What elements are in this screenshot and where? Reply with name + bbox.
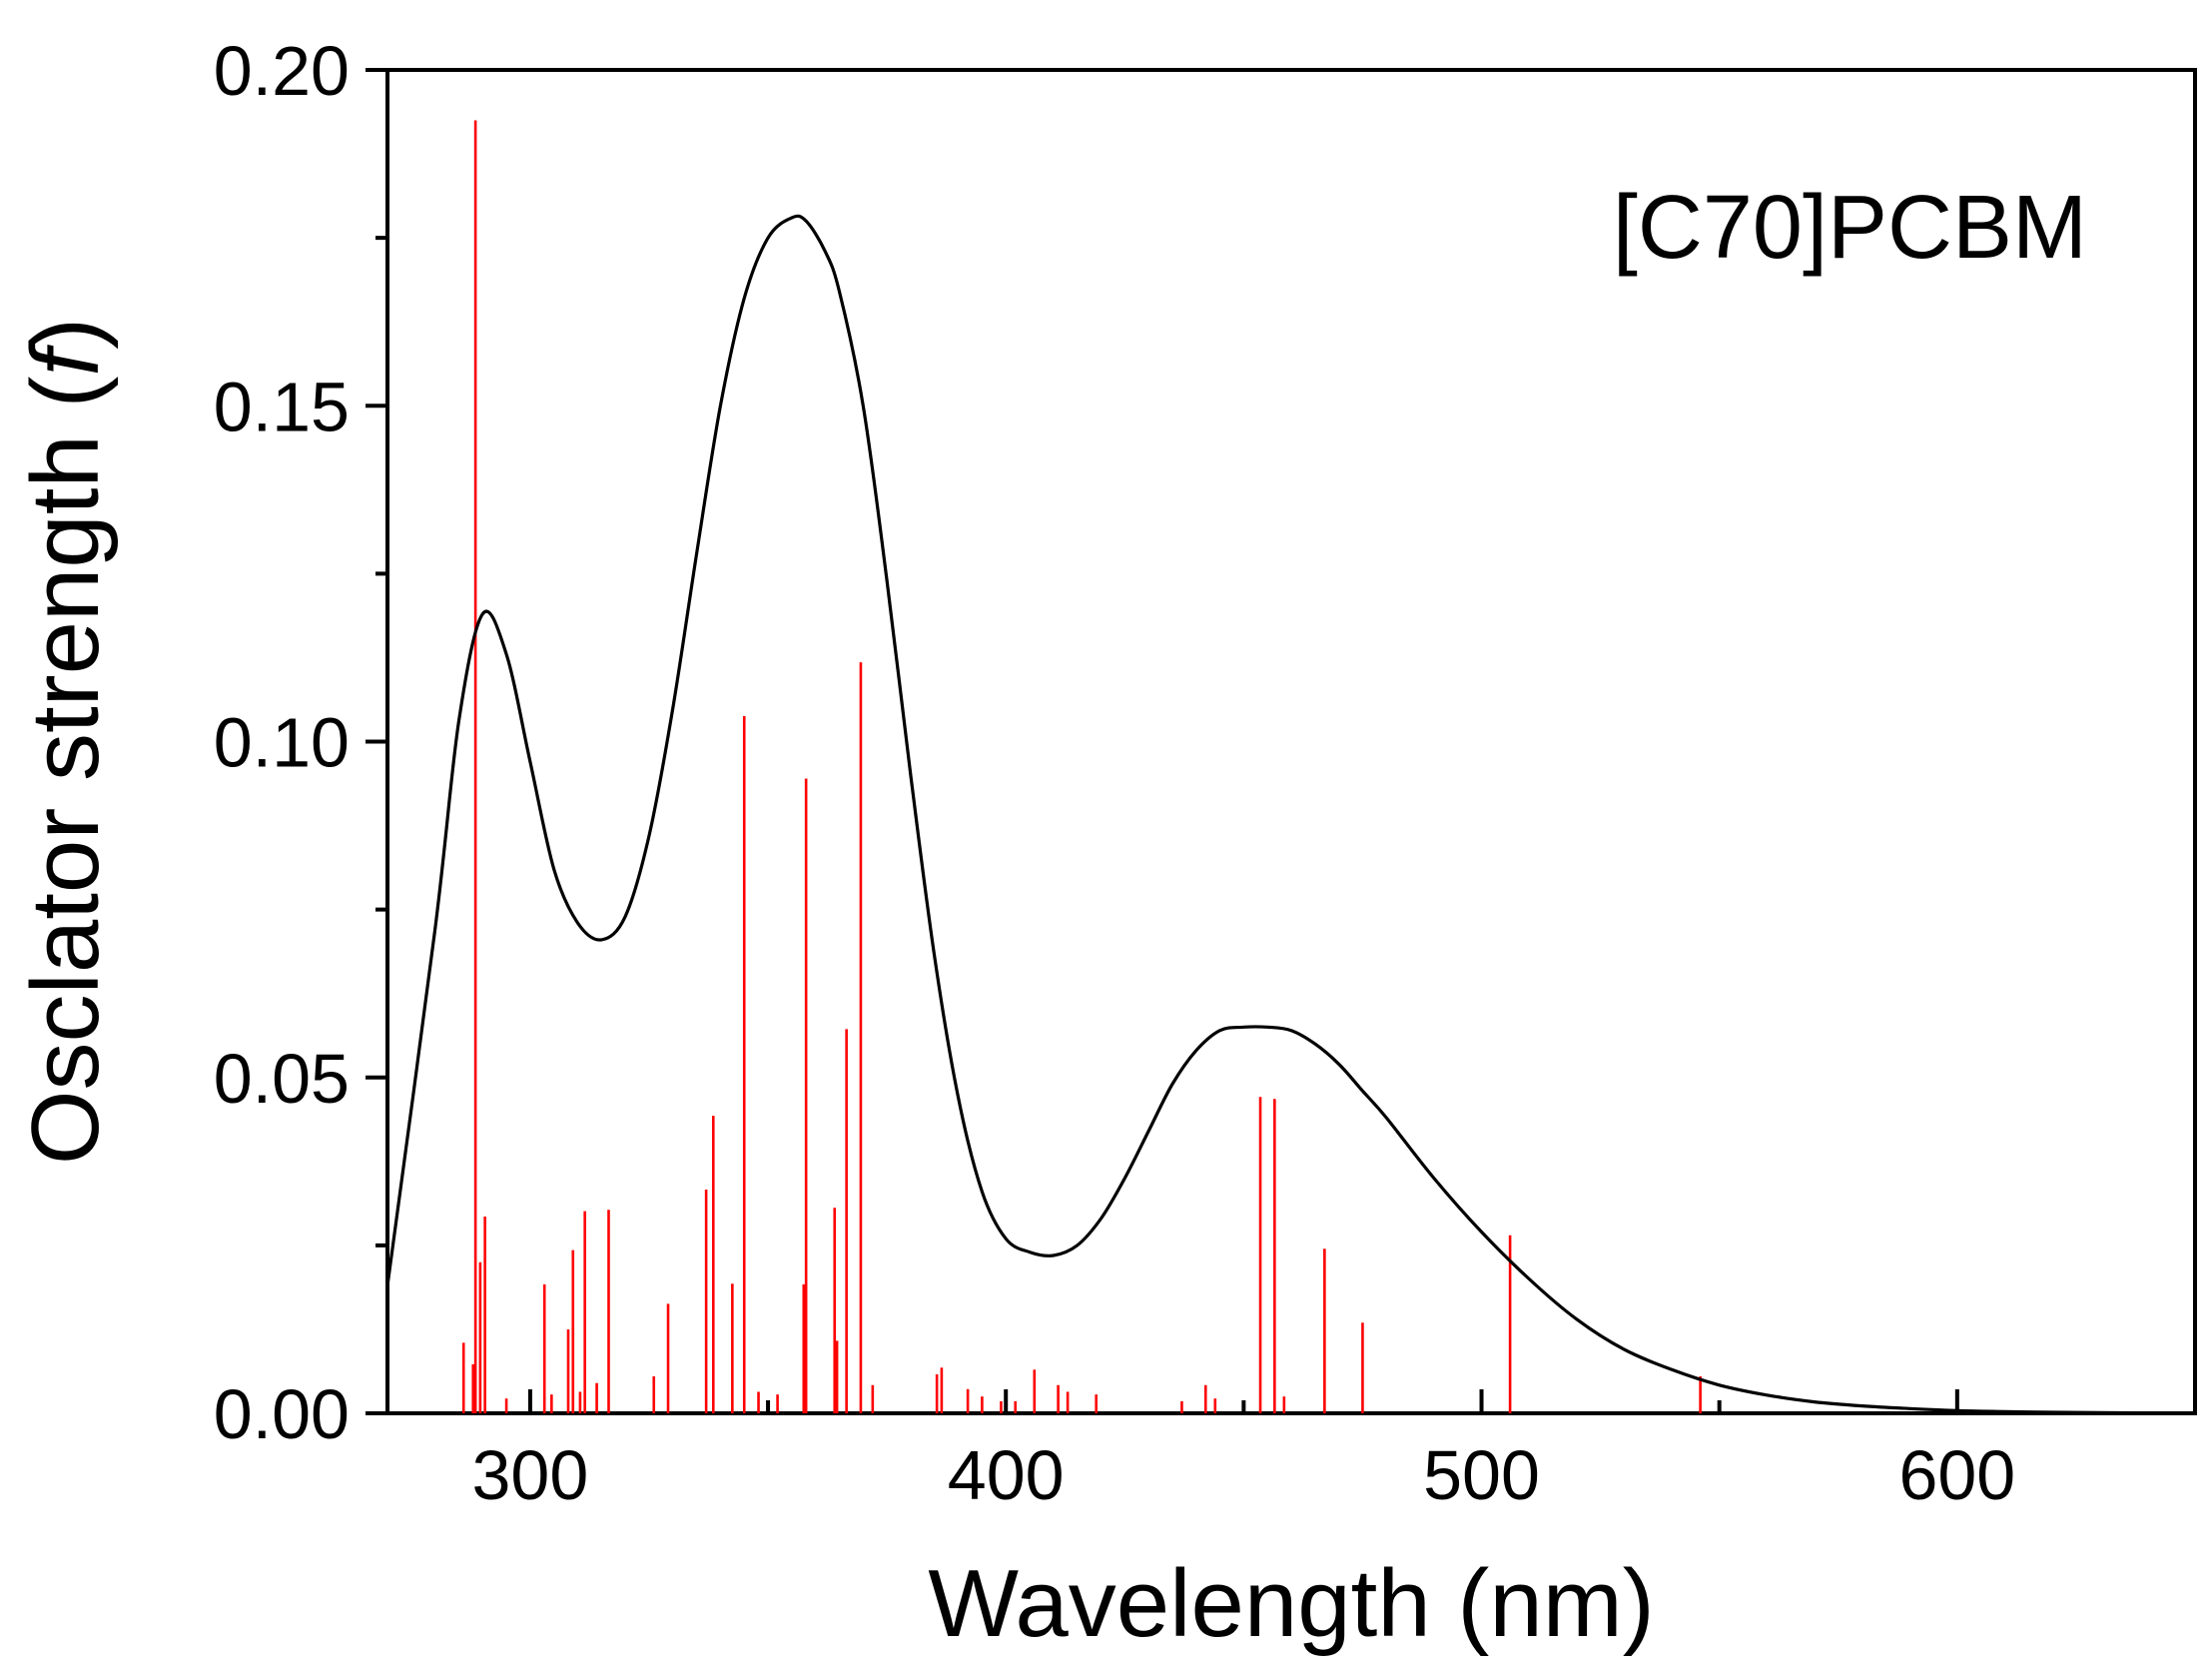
- y-tick-label: 0.20: [214, 32, 350, 110]
- oscillator-sticks: [461, 120, 1702, 1413]
- y-axis-ticks: 0.00 0.05 0.10 0.15 0.20: [214, 32, 387, 1453]
- x-tick-label: 400: [948, 1436, 1065, 1514]
- y-tick-label: 0.10: [214, 704, 350, 782]
- x-tick-label: 500: [1423, 1436, 1540, 1514]
- x-axis-ticks: 300 400 500 600: [471, 1389, 2197, 1514]
- x-axis-title: Wavelength (nm): [928, 1550, 1654, 1657]
- y-tick-label: 0.05: [214, 1040, 350, 1118]
- y-tick-label: 0.00: [214, 1375, 350, 1453]
- y-axis-title: Osclator strength (f): [12, 318, 119, 1165]
- y-axis-title-suffix: ): [12, 318, 119, 350]
- y-axis-title-prefix: Osclator strength (: [12, 376, 119, 1165]
- x-tick-label: 300: [471, 1436, 588, 1514]
- y-tick-label: 0.15: [214, 368, 350, 445]
- spectrum-curve: [385, 214, 2148, 1415]
- compound-label: [C70]PCBM: [1613, 178, 2087, 278]
- x-tick-label: 600: [1898, 1436, 2015, 1514]
